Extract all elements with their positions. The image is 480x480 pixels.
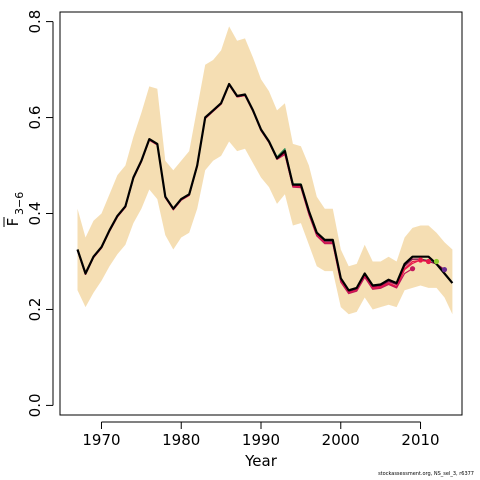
y-tick-label-3: 0.6 (26, 106, 44, 130)
plot-frame (59, 11, 463, 416)
series-end-marker-2 (441, 267, 448, 273)
y-axis-title-main: F (4, 218, 22, 227)
x-tick-label-2010: 2010 (401, 431, 439, 449)
end-marker-layer (409, 257, 448, 273)
x-tick-label-1980: 1980 (162, 431, 200, 449)
y-tick-label-2: 0.4 (26, 202, 44, 226)
y-axis-title: F 3−6 (3, 192, 26, 227)
y-tick-label-1: 0.2 (26, 298, 44, 322)
series-line-0 (76, 82, 454, 292)
y-axis-title-subscript: 3−6 (13, 192, 26, 215)
x-tick-label-2000: 2000 (322, 431, 360, 449)
y-tick-label-0: 0.0 (26, 393, 44, 417)
confidence-band-layer (77, 26, 453, 315)
series-layer (76, 82, 454, 295)
axes-layer: 1970 1980 1990 2000 2010 0.0 0.2 0.4 0.6 0.8 (26, 10, 440, 449)
x-tick-label-1970: 1970 (82, 431, 120, 449)
x-axis-title: Year (244, 452, 278, 470)
series-end-marker-3 (425, 258, 432, 265)
series-end-marker-1 (433, 258, 440, 265)
series-end-marker-5 (409, 266, 416, 272)
confidence-band (77, 26, 453, 315)
series-end-marker-4 (417, 257, 424, 263)
footer-credit: stockassessment.org, NS_sel_3, r6377 (378, 471, 474, 477)
x-tick-label-1990: 1990 (242, 431, 280, 449)
y-tick-label-4: 0.8 (26, 10, 44, 34)
